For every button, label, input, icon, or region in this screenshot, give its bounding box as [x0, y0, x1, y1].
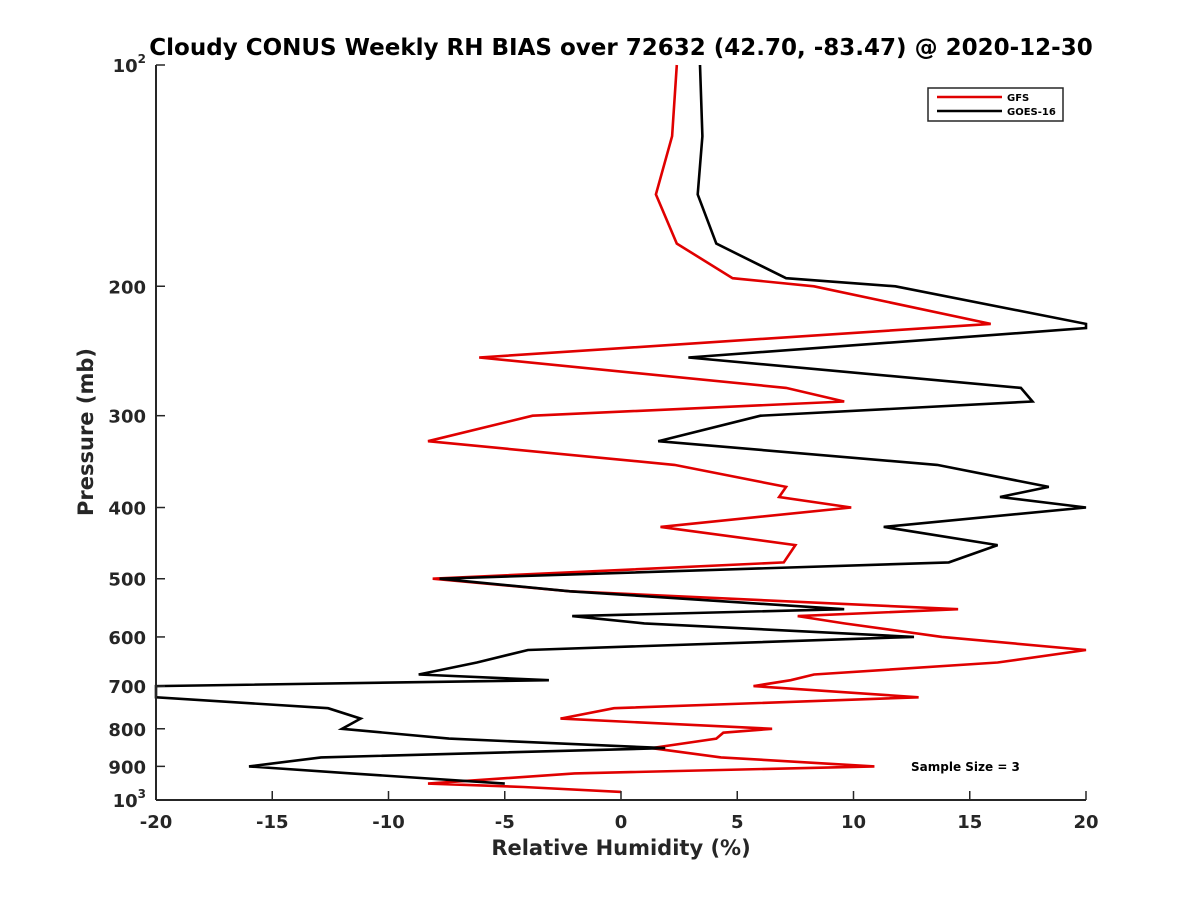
x-tick-label: -20	[140, 812, 173, 833]
y-tick-label: 102	[113, 52, 146, 77]
legend-label-gfs: GFS	[1007, 93, 1029, 104]
y-tick-label: 600	[108, 628, 146, 649]
x-tick-label: -15	[256, 812, 289, 833]
legend-label-goes16: GOES-16	[1007, 107, 1056, 118]
x-tick-label: 10	[841, 812, 866, 833]
x-tick-label: -5	[495, 812, 515, 833]
chart-title: Cloudy CONUS Weekly RH BIAS over 72632 (…	[149, 35, 1092, 61]
y-tick-label: 300	[108, 407, 146, 428]
x-tick-label: 20	[1073, 812, 1098, 833]
sample-size-annotation: Sample Size = 3	[911, 760, 1020, 774]
legend: GFS GOES-16	[927, 87, 1064, 122]
x-ticks: -20 -15 -10 -5 0 5 10 15 20	[140, 791, 1099, 833]
x-axis-label: Relative Humidity (%)	[491, 836, 750, 860]
series-layer	[154, 64, 1088, 794]
plot-area	[156, 65, 1086, 800]
y-tick-label: 200	[108, 277, 146, 298]
x-tick-label: -10	[372, 812, 405, 833]
y-tick-label: 800	[108, 720, 146, 741]
y-tick-label: 500	[108, 570, 146, 591]
y-tick-label: 700	[108, 677, 146, 698]
legend-box	[927, 87, 1064, 122]
series-line-goes-16	[154, 64, 1088, 785]
x-tick-label: 0	[615, 812, 628, 833]
y-ticks: 102 200 300 400 500 600 700 800 900 103	[108, 52, 165, 812]
y-tick-label: 103	[113, 787, 146, 812]
y-axis-label: Pressure (mb)	[74, 348, 98, 516]
series-line-gfs	[427, 64, 1087, 794]
y-tick-label: 400	[108, 499, 146, 520]
x-tick-label: 15	[957, 812, 982, 833]
y-tick-label: 900	[108, 757, 146, 778]
x-tick-label: 5	[731, 812, 744, 833]
